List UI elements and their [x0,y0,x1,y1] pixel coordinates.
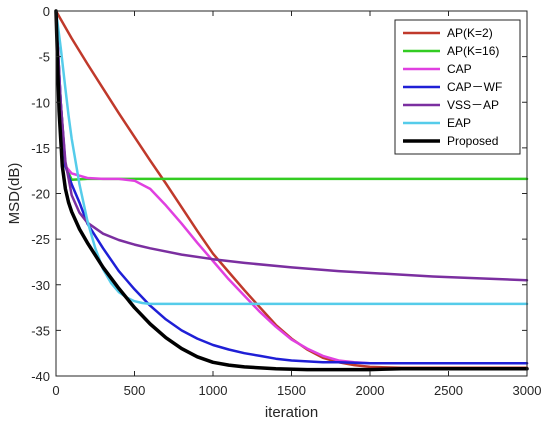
legend-label: EAP [447,116,471,130]
x-tick-label: 1000 [199,383,228,398]
x-axis: 0 500 1000 1500 2000 2500 3000 [52,11,541,398]
legend-label: Proposed [447,134,498,148]
y-axis: 0 -5 -10 -15 -20 -25 -30 -35 -40 [31,4,527,384]
y-tick-label: -25 [31,232,50,247]
legend-label: AP(K=2) [447,26,493,40]
y-tick-label: 0 [43,4,50,19]
series-layer [54,9,529,372]
x-axis-title: iteration [265,404,318,421]
legend-label: AP(K=16) [447,44,499,58]
legend-label: VSS－AP [447,98,499,112]
y-tick-label: -15 [31,141,50,156]
series-line-eap [54,9,529,306]
y-tick-label: -20 [31,187,50,202]
x-tick-label: 3000 [513,383,542,398]
legend-label: CAP [447,62,472,76]
x-tick-label: 1500 [277,383,306,398]
series-line-ap-k-16 [54,9,529,182]
y-tick-label: -10 [31,95,50,110]
x-tick-label: 2500 [434,383,463,398]
series-line-vss-ap [54,9,529,282]
x-tick-label: 0 [52,383,59,398]
x-tick-label: 2000 [356,383,385,398]
legend-label: CAP－WF [447,80,502,94]
y-tick-label: -5 [38,50,50,65]
x-tick-label: 500 [124,383,146,398]
y-tick-label: -35 [31,323,50,338]
series-line-cap-wf [54,9,529,365]
legend: AP(K=2) AP(K=16) CAP CAP－WF VSS－AP EAP Propose… [394,19,521,155]
series-line-proposed [54,9,529,372]
y-tick-label: -40 [31,369,50,384]
y-axis-title: MSD(dB) [6,163,23,225]
y-tick-label: -30 [31,278,50,293]
